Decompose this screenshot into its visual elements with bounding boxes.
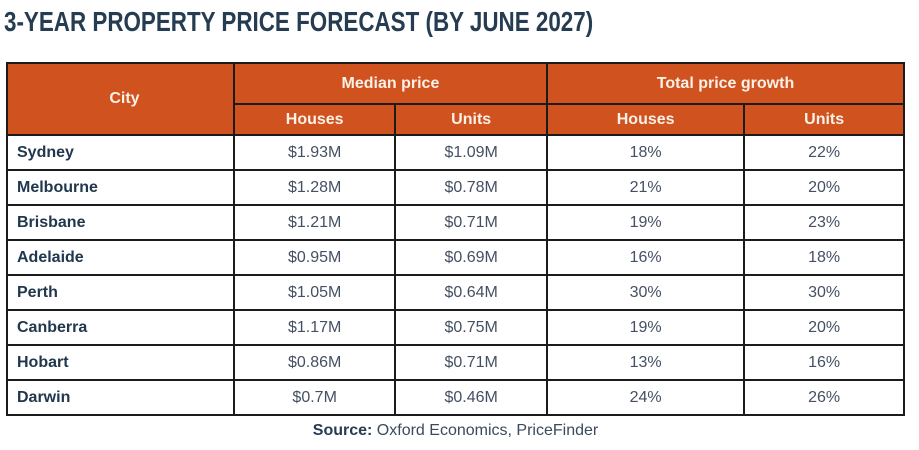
column-header-growth-houses: Houses	[545, 103, 746, 136]
column-header-median-houses: Houses	[232, 103, 397, 136]
growth-houses-cell: 24%	[545, 379, 746, 416]
growth-houses-cell: 16%	[545, 239, 746, 276]
table-header: City Median price Total price growth Hou…	[6, 62, 906, 136]
median-houses-cell: $0.95M	[232, 239, 397, 276]
city-cell: Melbourne	[6, 169, 235, 206]
median-units-cell: $0.71M	[394, 204, 548, 241]
median-houses-cell: $1.05M	[232, 274, 397, 311]
growth-units-cell: 18%	[743, 239, 905, 276]
city-cell: Sydney	[6, 134, 235, 171]
growth-units-cell: 16%	[743, 344, 905, 381]
city-cell: Adelaide	[6, 239, 235, 276]
page-title: 3-YEAR PROPERTY PRICE FORECAST (BY JUNE …	[4, 6, 594, 37]
group-header-row: City Median price Total price growth	[6, 62, 906, 136]
median-houses-cell: $1.17M	[232, 309, 397, 346]
growth-houses-cell: 19%	[545, 309, 746, 346]
median-units-cell: $0.75M	[394, 309, 548, 346]
column-group-median-price: Median price	[232, 62, 548, 105]
median-houses-cell: $1.28M	[232, 169, 397, 206]
city-cell: Canberra	[6, 309, 235, 346]
city-cell: Perth	[6, 274, 235, 311]
median-units-cell: $0.78M	[394, 169, 548, 206]
median-units-cell: $0.46M	[394, 379, 548, 416]
column-header-city: City	[6, 62, 235, 136]
city-cell: Hobart	[6, 344, 235, 381]
column-header-median-units: Units	[394, 103, 548, 136]
growth-houses-cell: 21%	[545, 169, 746, 206]
growth-units-cell: 20%	[743, 309, 905, 346]
forecast-table: City Median price Total price growth Hou…	[6, 62, 906, 416]
median-houses-cell: $1.93M	[232, 134, 397, 171]
table-row: Hobart $0.86M $0.71M 13% 16%	[6, 344, 905, 381]
median-units-cell: $1.09M	[394, 134, 548, 171]
growth-houses-cell: 30%	[545, 274, 746, 311]
growth-houses-cell: 18%	[545, 134, 746, 171]
column-group-total-price-growth: Total price growth	[545, 62, 906, 105]
city-cell: Brisbane	[6, 204, 235, 241]
growth-houses-cell: 13%	[545, 344, 746, 381]
source-attribution: Source: Oxford Economics, PriceFinder	[6, 422, 905, 440]
median-units-cell: $0.64M	[394, 274, 548, 311]
source-text: Oxford Economics, PriceFinder	[372, 422, 599, 439]
table-row: Darwin $0.7M $0.46M 24% 26%	[6, 379, 905, 416]
table-body: Sydney $1.93M $1.09M 18% 22% Melbourne $1.28M $…	[6, 134, 905, 416]
table-row: Sydney $1.93M $1.09M 18% 22%	[6, 134, 905, 171]
growth-units-cell: 23%	[743, 204, 905, 241]
table-row: Adelaide $0.95M $0.69M 16% 18%	[6, 239, 905, 276]
table-row: Canberra $1.17M $0.75M 19% 20%	[6, 309, 905, 346]
source-label: Source:	[312, 422, 373, 439]
sub-header-row: Houses Units Houses Units	[7, 103, 905, 136]
column-header-growth-units: Units	[743, 103, 905, 136]
median-houses-cell: $0.7M	[232, 379, 397, 416]
growth-units-cell: 26%	[743, 379, 905, 416]
growth-units-cell: 20%	[743, 169, 905, 206]
table-row: Brisbane $1.21M $0.71M 19% 23%	[6, 204, 905, 241]
growth-houses-cell: 19%	[545, 204, 746, 241]
city-cell: Darwin	[6, 379, 235, 416]
median-units-cell: $0.69M	[394, 239, 548, 276]
growth-units-cell: 30%	[743, 274, 905, 311]
median-units-cell: $0.71M	[394, 344, 548, 381]
median-houses-cell: $0.86M	[232, 344, 397, 381]
growth-units-cell: 22%	[743, 134, 905, 171]
table-row: Perth $1.05M $0.64M 30% 30%	[6, 274, 905, 311]
median-houses-cell: $1.21M	[232, 204, 397, 241]
table-row: Melbourne $1.28M $0.78M 21% 20%	[6, 169, 905, 206]
